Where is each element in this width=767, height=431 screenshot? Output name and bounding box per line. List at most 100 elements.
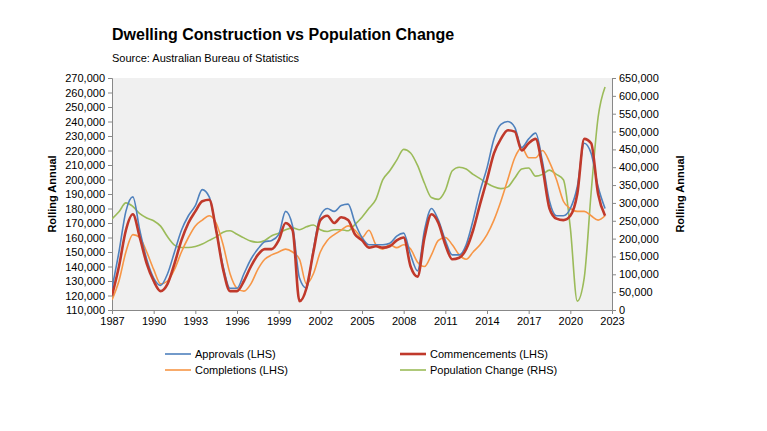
tick: 50,000 (612, 286, 653, 298)
tick-label: 210,000 (65, 159, 105, 171)
legend-label: Population Change (RHS) (430, 364, 557, 376)
tick-mark (108, 151, 112, 152)
tick-mark (612, 114, 616, 115)
tick-label: 2005 (350, 315, 374, 327)
tick-label: 200,000 (65, 174, 105, 186)
tick-label: 2002 (309, 315, 333, 327)
tick: 2011 (434, 310, 458, 327)
tick-label: 110,000 (66, 304, 105, 316)
series-line (112, 130, 605, 301)
tick-mark (108, 310, 112, 311)
tick-mark (108, 194, 112, 195)
legend: Approvals (LHS) Commencements (LHS) Comple… (165, 348, 557, 376)
tick: 2002 (309, 310, 333, 327)
legend-item: Population Change (RHS) (400, 364, 557, 376)
series-line (112, 122, 605, 289)
tick-mark (108, 267, 112, 268)
tick-label: 1999 (267, 315, 291, 327)
tick-label: 270,000 (65, 72, 105, 84)
tick: 150,000 (65, 246, 112, 258)
tick: 260,000 (65, 87, 112, 99)
tick: 250,000 (65, 101, 112, 113)
tick: 650,000 (612, 72, 659, 84)
tick: 200,000 (612, 233, 659, 245)
tick-mark (529, 310, 530, 314)
tick: 0 (612, 304, 625, 316)
axis-line (108, 79, 113, 311)
tick-mark (108, 93, 112, 94)
tick-mark (108, 78, 112, 79)
tick: 110,000 (66, 304, 112, 316)
tick: 2020 (559, 310, 583, 327)
plot: 1987 1990 1993 1996 1999 2002 2005 2008 2011 2014… (65, 72, 659, 327)
chart: Dwelling Construction vs Population Chan… (0, 0, 767, 431)
tick-label: 2008 (392, 315, 416, 327)
tick: 160,000 (65, 232, 112, 244)
tick-mark (612, 132, 616, 133)
tick: 1999 (267, 310, 291, 327)
tick-mark (612, 239, 616, 240)
tick-label: 130,000 (65, 275, 105, 287)
legend-item: Commencements (LHS) (400, 348, 548, 360)
tick-label: 170,000 (65, 217, 105, 229)
tick: 1993 (184, 310, 208, 327)
tick-label: 1990 (142, 315, 166, 327)
tick-label: 220,000 (65, 145, 105, 157)
tick: 300,000 (612, 197, 659, 209)
tick: 600,000 (612, 90, 659, 102)
tick-mark (108, 180, 112, 181)
tick-label: 1987 (100, 315, 124, 327)
tick-label: 550,000 (619, 108, 659, 120)
tick: 180,000 (65, 203, 112, 215)
tick: 240,000 (65, 116, 112, 128)
tick-mark (237, 310, 238, 314)
tick-label: 200,000 (619, 233, 659, 245)
tick-label: 180,000 (65, 203, 105, 215)
tick: 550,000 (612, 108, 659, 120)
tick-mark (320, 310, 321, 314)
tick-mark (362, 310, 363, 314)
tick: 130,000 (65, 275, 112, 287)
tick-mark (612, 292, 616, 293)
tick-label: 1996 (225, 315, 249, 327)
tick-label: 260,000 (65, 87, 105, 99)
tick-label: 2014 (475, 315, 499, 327)
tick-mark (487, 310, 488, 314)
tick: 400,000 (612, 161, 659, 173)
tick-mark (108, 136, 112, 137)
tick-label: 2011 (434, 315, 458, 327)
tick: 250,000 (612, 215, 659, 227)
legend-swatch (165, 353, 191, 355)
tick-mark (612, 221, 616, 222)
subtitle: Source: Australian Bureau of Statistics (112, 52, 300, 64)
tick-label: 500,000 (619, 126, 659, 138)
legend-label: Approvals (LHS) (195, 348, 276, 360)
tick-label: 150,000 (65, 246, 105, 258)
tick-label: 2017 (517, 315, 541, 327)
tick: 150,000 (612, 250, 659, 262)
tick-label: 350,000 (619, 179, 659, 191)
tick-mark (612, 78, 616, 79)
tick-mark (612, 274, 616, 275)
tick-mark (108, 223, 112, 224)
legend-swatch (400, 369, 426, 371)
tick-mark (445, 310, 446, 314)
axis-line (113, 311, 613, 315)
tick-label: 0 (619, 304, 625, 316)
lines (112, 87, 605, 301)
legend-label: Completions (LHS) (195, 364, 288, 376)
legend-swatch (400, 353, 426, 356)
tick: 190,000 (65, 188, 112, 200)
y-axis: 110,000120,000130,000140,000150,000160,0… (65, 72, 112, 316)
tick-label: 400,000 (619, 161, 659, 173)
tick-mark (108, 209, 112, 210)
y2-axis: 050,000100,000150,000200,000250,000300,0… (612, 72, 659, 316)
tick-mark (612, 185, 616, 186)
x-axis: 1987 1990 1993 1996 1999 2002 2005 2008 2011 2014… (100, 310, 624, 327)
tick-mark (195, 310, 196, 314)
tick-label: 1993 (184, 315, 208, 327)
tick-label: 600,000 (619, 90, 659, 102)
tick-label: 300,000 (619, 197, 659, 209)
tick-mark (612, 203, 616, 204)
series-line (112, 148, 605, 300)
